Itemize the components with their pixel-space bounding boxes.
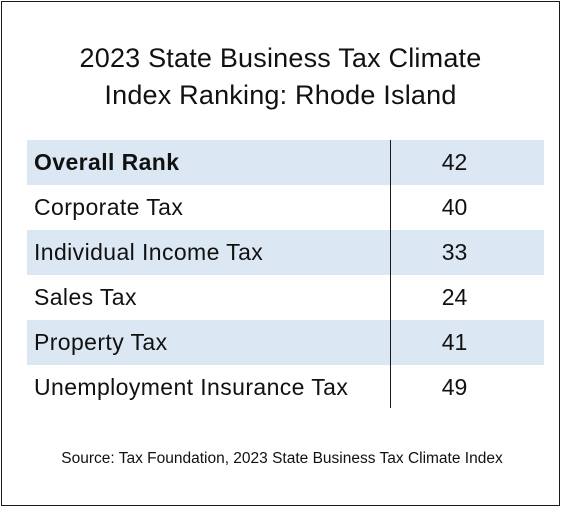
row-label: Overall Rank <box>34 149 180 175</box>
row-value: 42 <box>441 149 468 175</box>
row-label: Unemployment Insurance Tax <box>34 374 349 400</box>
row-label: Corporate Tax <box>34 194 184 220</box>
row-value: 49 <box>441 374 468 400</box>
table-row-unemployment-insurance-tax: Unemployment Insurance Tax 49 <box>27 365 544 410</box>
row-value: 33 <box>441 239 468 265</box>
row-label: Sales Tax <box>34 284 137 310</box>
title-line-1: 2023 State Business Tax Climate <box>79 43 482 73</box>
row-value: 24 <box>441 284 468 310</box>
title-line-2: Index Ranking: Rhode Island <box>104 80 457 110</box>
table-row-sales-tax: Sales Tax 24 <box>27 275 544 320</box>
column-divider <box>390 140 391 408</box>
table-row-overall-rank: Overall Rank 42 <box>27 140 544 185</box>
ranking-table: Overall Rank 42 Corporate Tax 40 Individ… <box>27 140 544 410</box>
source-note: Source: Tax Foundation, 2023 State Busin… <box>61 450 503 467</box>
table-row-property-tax: Property Tax 41 <box>27 320 544 365</box>
row-label: Property Tax <box>34 329 168 355</box>
row-label: Individual Income Tax <box>34 239 264 265</box>
row-value: 41 <box>441 329 468 355</box>
table-row-individual-income-tax: Individual Income Tax 33 <box>27 230 544 275</box>
table-row-corporate-tax: Corporate Tax 40 <box>27 185 544 230</box>
table-title: 2023 State Business Tax Climate Index Ra… <box>2 40 559 114</box>
row-value: 40 <box>441 194 468 220</box>
